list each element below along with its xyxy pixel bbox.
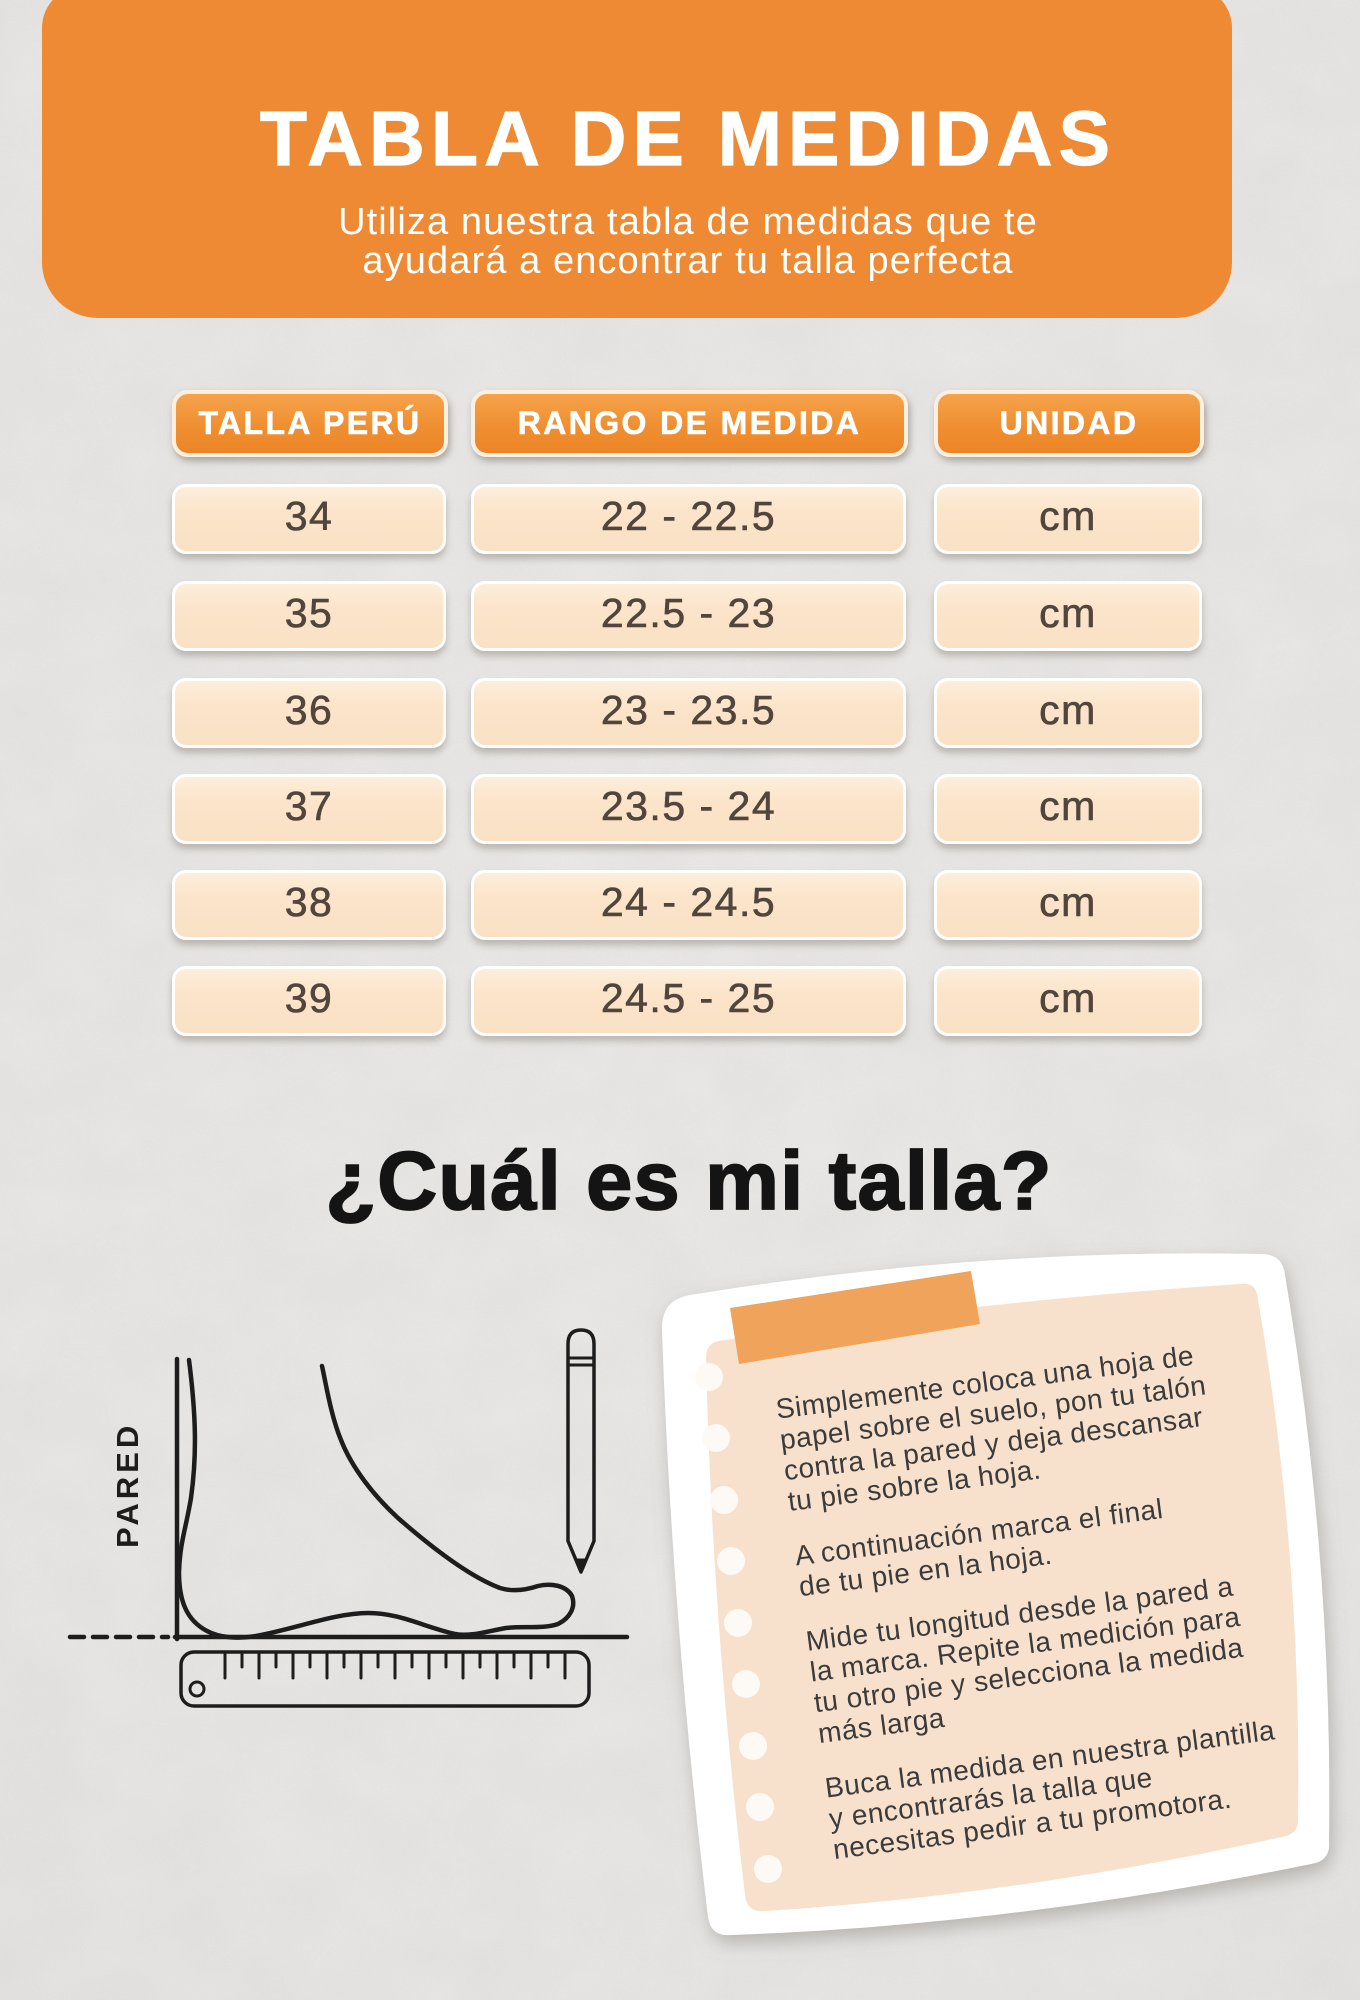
- svg-text:PARED: PARED: [110, 1422, 145, 1548]
